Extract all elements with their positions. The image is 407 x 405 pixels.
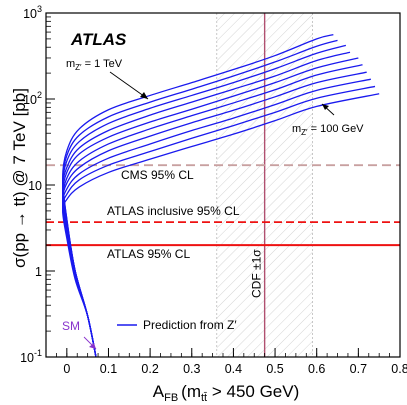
x-tick-label: 0.1 [100,362,117,376]
zprime-curves [62,34,380,357]
svg-text:mZ′ = 100 GeV: mZ′ = 100 GeV [292,123,364,137]
x-tick-label: 0.5 [266,362,283,376]
svg-text:mZ′ = 1 TeV: mZ′ = 1 TeV [66,58,123,72]
legend-label: Prediction from Z′ [143,318,237,332]
x-axis: 0 0.1 0.2 0.3 0.4 0.5 0.6 0.7 0.8 [45,348,407,376]
y-tick-label: 102 [23,90,42,107]
cdf-band-label: CDF ±1σ [250,249,264,298]
y-axis: 10-1 1 10 102 103 [20,4,55,365]
sm-marker: SM [62,319,97,350]
y-tick-label: 103 [23,4,42,21]
atlas-logo: ATLAS [70,30,127,49]
cms-limit-label: CMS 95% CL [121,168,194,182]
x-tick-label: 0.6 [308,362,325,376]
limit-lines [46,164,400,247]
x-tick-label: 0.8 [391,362,407,376]
y-axis-label: σ(pp → tt) @ 7 TeV [pb] [10,88,29,268]
y-tick-label: 10-1 [20,348,42,365]
legend: Prediction from Z′ [117,318,237,332]
x-tick-label: 0 [63,362,70,376]
y-tick-label: 1 [35,265,42,279]
x-axis-label: AFB (mtt̄ > 450 GeV) [153,382,300,404]
zprime-curve-10 [62,93,380,357]
cdf-band [216,13,313,357]
x-tick-label: 0.3 [183,362,200,376]
annotation-top: mZ′ = 1 TeV [66,58,149,100]
x-tick-label: 0.4 [225,362,242,376]
x-tick-label: 0.2 [141,362,158,376]
atlas-limit-label: ATLAS 95% CL [107,247,190,261]
sm-label: SM [62,319,80,333]
atlas-inclusive-limit-label: ATLAS inclusive 95% CL [107,204,240,218]
annotation-bottom: mZ′ = 100 GeV [292,103,364,137]
x-tick-label: 0.7 [350,362,367,376]
y-tick-label: 10 [28,179,42,193]
